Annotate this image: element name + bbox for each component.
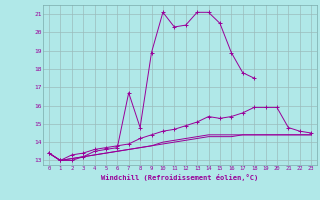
X-axis label: Windchill (Refroidissement éolien,°C): Windchill (Refroidissement éolien,°C) xyxy=(101,174,259,181)
